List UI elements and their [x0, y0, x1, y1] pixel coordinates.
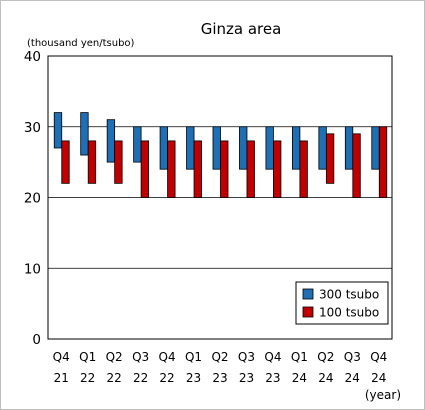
bar-300-tsubo-4: [159, 126, 168, 170]
bar-300-tsubo-1: [80, 112, 89, 156]
bar-100-tsubo-3: [140, 140, 150, 198]
bar-100-tsubo-9: [299, 140, 308, 198]
bar-300-tsubo-7: [239, 126, 248, 170]
x-axis-ticks: Q4 21 Q1 22 Q2 22 Q3 22 Q4 22 Q1 23 Q2 23 Q3 23 Q4 23 Q1 24…: [53, 350, 388, 385]
x-tick-year-7: 23: [239, 371, 254, 385]
x-tick-year-6: 23: [212, 371, 227, 385]
x-tick-year-10: 24: [318, 371, 333, 385]
legend-swatch-0: [302, 288, 314, 300]
bar-300-tsubo-11: [344, 126, 354, 170]
x-tick-quarter-10: Q2: [317, 350, 334, 364]
bar-100-tsubo-1: [87, 140, 97, 184]
bar-100-tsubo-6: [220, 140, 229, 198]
y-axis-ticks: 0 10 20 30 40: [24, 49, 41, 348]
bar-300-tsubo-6: [212, 126, 221, 170]
x-tick-quarter-9: Q1: [291, 350, 308, 364]
chart-title: Ginza area: [201, 20, 282, 38]
bar-300-tsubo-8: [265, 126, 274, 170]
bar-100-tsubo-7: [246, 140, 255, 198]
bar-300-tsubo-2: [106, 119, 116, 163]
bars: [53, 112, 388, 198]
y-tick-label-20: 20: [24, 191, 41, 207]
bar-300-tsubo-12: [371, 126, 380, 170]
x-tick-quarter-2: Q2: [106, 350, 123, 364]
bar-300-tsubo-0: [53, 112, 63, 149]
x-tick-year-9: 24: [292, 371, 307, 385]
bar-100-tsubo-10: [325, 133, 335, 184]
bar-300-tsubo-5: [186, 126, 195, 170]
bar-100-tsubo-0: [61, 140, 70, 184]
x-tick-quarter-1: Q1: [79, 350, 96, 364]
bar-300-tsubo-9: [291, 126, 301, 170]
x-tick-quarter-0: Q4: [53, 350, 70, 364]
x-axis-unit-label: (year): [365, 388, 401, 402]
x-tick-quarter-11: Q3: [344, 350, 361, 364]
x-tick-year-12: 24: [371, 371, 386, 385]
bar-100-tsubo-4: [167, 140, 176, 198]
x-tick-year-11: 24: [345, 371, 360, 385]
x-tick-quarter-7: Q3: [238, 350, 255, 364]
bar-100-tsubo-8: [273, 140, 282, 198]
x-tick-year-1: 22: [80, 371, 95, 385]
bar-100-tsubo-5: [193, 140, 202, 198]
y-tick-label-40: 40: [24, 49, 41, 65]
bar-100-tsubo-12: [378, 126, 388, 198]
legend-label-1: 100 tsubo: [319, 306, 379, 320]
bar-100-tsubo-11: [352, 133, 361, 198]
legend-label-0: 300 tsubo: [319, 288, 379, 302]
legend-swatch-1: [302, 306, 314, 318]
bar-100-tsubo-2: [114, 140, 123, 184]
plot-area-border: [47, 55, 393, 340]
x-tick-year-8: 23: [265, 371, 280, 385]
x-tick-quarter-3: Q3: [132, 350, 149, 364]
x-tick-quarter-6: Q2: [211, 350, 228, 364]
x-tick-year-0: 21: [54, 371, 69, 385]
bar-300-tsubo-10: [318, 126, 327, 170]
bar-300-tsubo-3: [133, 126, 142, 163]
y-tick-label-0: 0: [32, 332, 41, 348]
x-tick-quarter-12: Q4: [370, 350, 387, 364]
y-tick-label-10: 10: [24, 261, 41, 277]
x-tick-quarter-8: Q4: [264, 350, 281, 364]
x-tick-quarter-4: Q4: [159, 350, 176, 364]
x-tick-quarter-5: Q1: [185, 350, 202, 364]
y-axis-unit-label: (thousand yen/tsubo): [27, 38, 135, 49]
x-tick-year-4: 22: [159, 371, 174, 385]
y-tick-label-30: 30: [24, 120, 41, 136]
x-tick-year-5: 23: [186, 371, 201, 385]
x-tick-year-2: 22: [107, 371, 122, 385]
legend: 300 tsubo 100 tsubo: [295, 281, 389, 325]
x-tick-year-3: 22: [133, 371, 148, 385]
